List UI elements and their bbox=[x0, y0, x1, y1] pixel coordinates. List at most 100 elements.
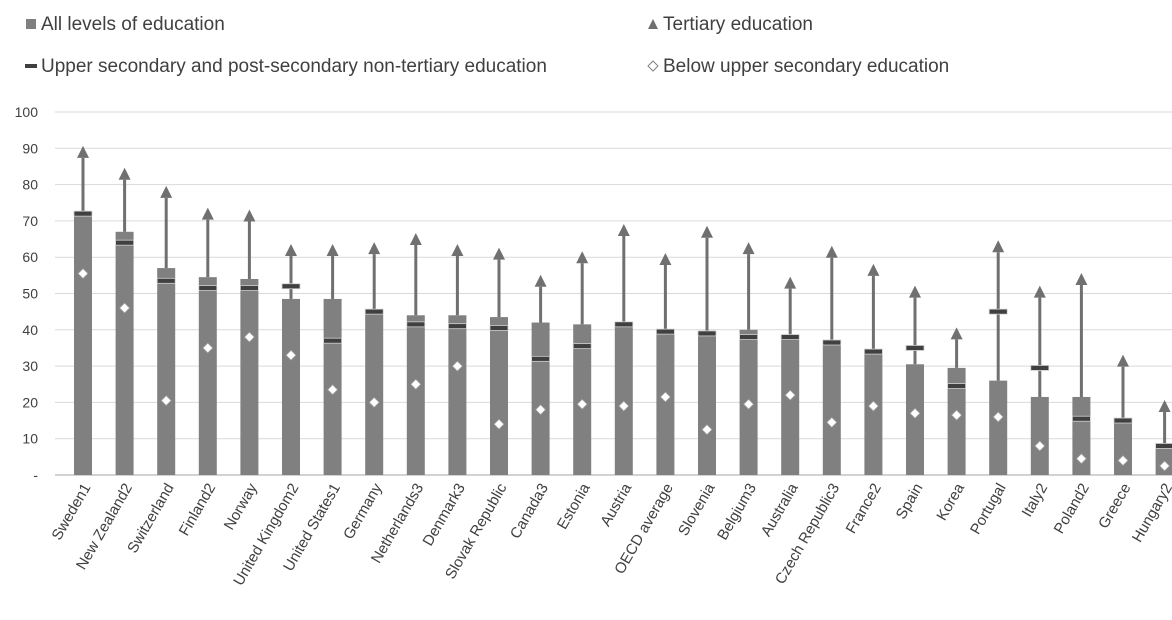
y-tick-label: 100 bbox=[15, 104, 39, 120]
below-upper-secondary-point bbox=[1034, 440, 1046, 452]
x-tick-label: Poland2 bbox=[1051, 481, 1093, 537]
upper-secondary-point bbox=[1030, 365, 1050, 371]
below-upper-secondary-point bbox=[992, 411, 1004, 423]
below-upper-secondary-point bbox=[909, 407, 921, 419]
below-upper-secondary-point bbox=[867, 400, 879, 412]
below-upper-secondary-point bbox=[202, 342, 214, 354]
below-upper-secondary-point bbox=[285, 349, 297, 361]
tertiary-point bbox=[1075, 272, 1088, 285]
x-tick-label: Estonia bbox=[554, 480, 594, 532]
upper-secondary-point bbox=[697, 330, 717, 337]
upper-secondary-point bbox=[447, 323, 467, 330]
below-upper-secondary-point bbox=[1075, 453, 1087, 465]
upper-secondary-point bbox=[364, 308, 384, 315]
bar bbox=[282, 298, 300, 475]
upper-secondary-point bbox=[406, 321, 426, 328]
tertiary-point bbox=[160, 185, 173, 198]
tertiary-point bbox=[1158, 400, 1171, 413]
legend-label-all-levels: All levels of education bbox=[41, 14, 225, 35]
x-tick-label: Hungary2 bbox=[1129, 481, 1172, 546]
bar bbox=[490, 317, 508, 475]
tertiary-point bbox=[742, 242, 755, 255]
x-tick-label: Sweden1 bbox=[48, 481, 94, 544]
upper-secondary-point bbox=[156, 277, 176, 284]
upper-secondary-point bbox=[780, 334, 800, 340]
legend-label-below-upper-secondary: Below upper secondary education bbox=[663, 56, 950, 77]
upper-secondary-point bbox=[864, 348, 883, 355]
below-upper-secondary-point bbox=[368, 396, 380, 408]
tertiary-point bbox=[992, 240, 1005, 253]
diamond-marker-icon bbox=[646, 56, 660, 78]
legend-item-upper-secondary: Upper secondary and post-secondary non-t… bbox=[24, 56, 547, 78]
x-tick-label: Norway bbox=[221, 480, 261, 533]
bar bbox=[198, 277, 217, 475]
tertiary-point bbox=[825, 245, 838, 258]
below-upper-secondary-point bbox=[1117, 454, 1129, 467]
legend-label-upper-secondary: Upper secondary and post-secondary non-t… bbox=[41, 56, 547, 77]
below-upper-secondary-point bbox=[576, 398, 588, 410]
bar bbox=[365, 311, 384, 475]
tertiary-point bbox=[326, 243, 339, 256]
bar bbox=[989, 380, 1008, 475]
upper-secondary-point bbox=[656, 328, 675, 335]
x-tick-label: Greece bbox=[1095, 481, 1134, 532]
below-upper-secondary-point bbox=[243, 331, 255, 343]
below-upper-secondary-point bbox=[618, 400, 630, 412]
tertiary-point bbox=[867, 263, 880, 276]
tertiary-point bbox=[701, 225, 713, 238]
tertiary-point bbox=[285, 243, 297, 256]
y-tick-label: 20 bbox=[22, 394, 38, 410]
y-tick-label: 50 bbox=[22, 286, 38, 302]
below-upper-secondary-point bbox=[451, 360, 463, 372]
bar bbox=[614, 324, 633, 475]
x-tick-label: Korea bbox=[933, 480, 968, 524]
bar bbox=[157, 268, 176, 475]
y-tick-label: 90 bbox=[22, 140, 38, 156]
y-tick-label: 30 bbox=[22, 358, 38, 374]
below-upper-secondary-point bbox=[493, 418, 505, 430]
bar bbox=[1114, 420, 1132, 475]
upper-secondary-point bbox=[572, 343, 592, 350]
upper-secondary-point bbox=[1072, 415, 1091, 422]
tertiary-point bbox=[1033, 285, 1046, 298]
bar bbox=[240, 278, 259, 475]
upper-secondary-point bbox=[614, 321, 634, 328]
legend-item-tertiary: Tertiary education bbox=[646, 14, 813, 36]
bar bbox=[531, 322, 550, 475]
tertiary-point bbox=[617, 223, 630, 236]
tertiary-point bbox=[201, 207, 214, 220]
tertiary-point bbox=[950, 327, 963, 340]
x-tick-label: Belgium3 bbox=[714, 481, 760, 544]
tertiary-point bbox=[1117, 354, 1129, 367]
upper-secondary-point bbox=[239, 285, 259, 291]
bar bbox=[406, 315, 425, 475]
bar bbox=[781, 337, 800, 475]
upper-secondary-point bbox=[198, 285, 218, 291]
below-upper-secondary-point bbox=[327, 384, 339, 396]
below-upper-secondary-point bbox=[826, 416, 838, 428]
below-upper-secondary-point bbox=[659, 391, 671, 403]
below-upper-secondary-point bbox=[535, 404, 547, 416]
bar bbox=[74, 211, 92, 475]
below-upper-secondary-point bbox=[1159, 460, 1171, 472]
upper-secondary-point bbox=[947, 383, 966, 389]
tertiary-point bbox=[243, 209, 256, 222]
tertiary-point bbox=[368, 242, 381, 255]
bar bbox=[822, 342, 841, 475]
dash-marker-icon bbox=[24, 56, 38, 78]
below-upper-secondary-point bbox=[410, 378, 422, 390]
upper-secondary-point bbox=[531, 355, 550, 362]
upper-secondary-point bbox=[905, 345, 925, 351]
bar bbox=[906, 364, 924, 475]
x-tick-label: Spain bbox=[893, 481, 927, 523]
bar bbox=[656, 331, 675, 475]
tertiary-point bbox=[534, 274, 547, 287]
upper-secondary-point bbox=[1113, 417, 1133, 424]
tertiary-point bbox=[451, 243, 464, 256]
y-tick-label: 40 bbox=[22, 322, 38, 338]
bar bbox=[448, 315, 467, 475]
below-upper-secondary-point bbox=[743, 398, 755, 410]
upper-secondary-point bbox=[489, 325, 509, 331]
legend-item-all-levels: All levels of education bbox=[24, 14, 225, 36]
y-tick-label: 70 bbox=[22, 213, 38, 229]
